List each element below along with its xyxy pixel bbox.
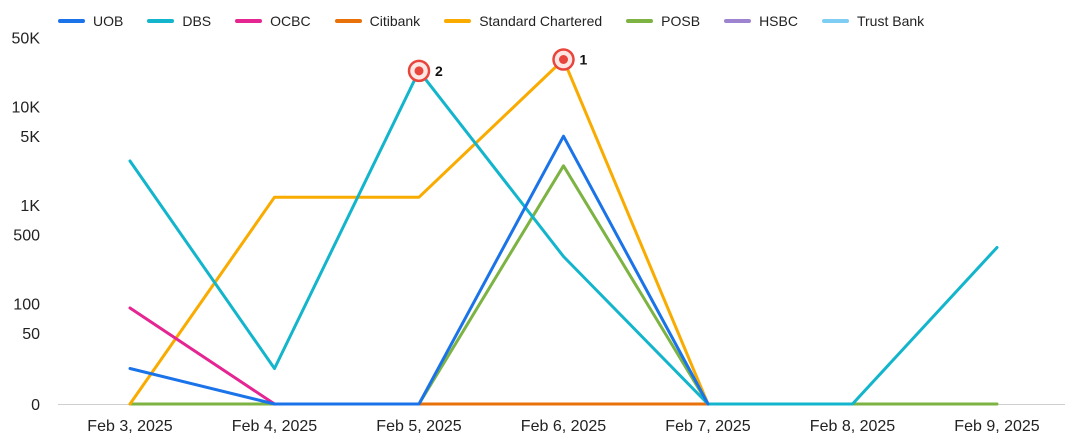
- legend-label-citibank: Citibank: [369, 13, 421, 29]
- x-tick-label: Feb 8, 2025: [810, 418, 896, 435]
- series-line-posb[interactable]: [128, 164, 999, 406]
- x-tick-label: Feb 3, 2025: [87, 418, 173, 435]
- legend-label-hsbc: HSBC: [759, 13, 798, 29]
- y-tick-label: 1K: [20, 198, 40, 215]
- annotation-marker[interactable]: 1: [552, 48, 588, 71]
- legend-swatch-standard-chartered: [444, 19, 472, 23]
- annotation-marker[interactable]: 2: [407, 59, 443, 83]
- legend-label-ocbc: OCBC: [270, 13, 311, 29]
- annotations: 21: [407, 48, 588, 83]
- chart-legend: UOB DBS OCBC Citibank Standard Chartered…: [58, 13, 948, 29]
- y-tick-label: 50: [22, 326, 40, 343]
- series-lines: [128, 58, 999, 406]
- legend-item-standard-chartered[interactable]: Standard Chartered: [444, 13, 602, 29]
- x-tick-label: Feb 5, 2025: [376, 418, 462, 435]
- legend-label-uob: UOB: [93, 13, 124, 29]
- legend-swatch-hsbc: [724, 19, 752, 23]
- legend-item-citibank[interactable]: Citibank: [334, 13, 421, 29]
- x-tick-label: Feb 7, 2025: [665, 418, 751, 435]
- legend-item-ocbc[interactable]: OCBC: [235, 13, 311, 29]
- legend-label-standard-chartered: Standard Chartered: [479, 13, 603, 29]
- legend-item-dbs[interactable]: DBS: [147, 13, 211, 29]
- legend-label-posb: POSB: [661, 13, 701, 29]
- legend-item-posb[interactable]: POSB: [626, 13, 700, 29]
- series-line-uob[interactable]: [128, 134, 710, 406]
- y-tick-label: 0: [31, 397, 40, 414]
- marker-dot: [414, 66, 424, 76]
- y-axis: 0 50 100 500 1K 5K 10K 50K: [12, 31, 41, 414]
- legend-item-trust-bank[interactable]: Trust Bank: [821, 13, 925, 29]
- x-axis: Feb 3, 2025 Feb 4, 2025 Feb 5, 2025 Feb 6, …: [58, 404, 1065, 435]
- legend-label-trust-bank: Trust Bank: [856, 13, 925, 29]
- y-tick-label: 5K: [20, 129, 40, 146]
- series-line-ocbc[interactable]: [128, 306, 276, 406]
- legend-item-uob[interactable]: UOB: [58, 13, 123, 29]
- legend-item-hsbc[interactable]: HSBC: [724, 13, 798, 29]
- x-tick-label: Feb 6, 2025: [521, 418, 607, 435]
- legend-label-dbs: DBS: [182, 13, 212, 29]
- y-tick-label: 500: [13, 228, 40, 245]
- y-tick-label: 10K: [12, 100, 41, 117]
- x-tick-label: Feb 9, 2025: [954, 418, 1040, 435]
- legend-swatch-uob: [58, 19, 85, 23]
- annotation-label: 2: [435, 63, 443, 79]
- legend-swatch-ocbc: [235, 19, 263, 23]
- legend-swatch-trust-bank: [821, 19, 849, 23]
- y-tick-label: 100: [13, 297, 40, 314]
- series-line-standard-chartered[interactable]: [128, 58, 710, 406]
- legend-swatch-dbs: [147, 19, 175, 23]
- legend-swatch-citibank: [334, 19, 362, 23]
- x-tick-label: Feb 4, 2025: [232, 418, 318, 435]
- legend-swatch-posb: [626, 19, 654, 23]
- series-line-dbs[interactable]: [128, 69, 999, 406]
- annotation-label: 1: [580, 52, 588, 68]
- y-tick-label: 50K: [12, 31, 41, 48]
- marker-dot: [559, 55, 568, 65]
